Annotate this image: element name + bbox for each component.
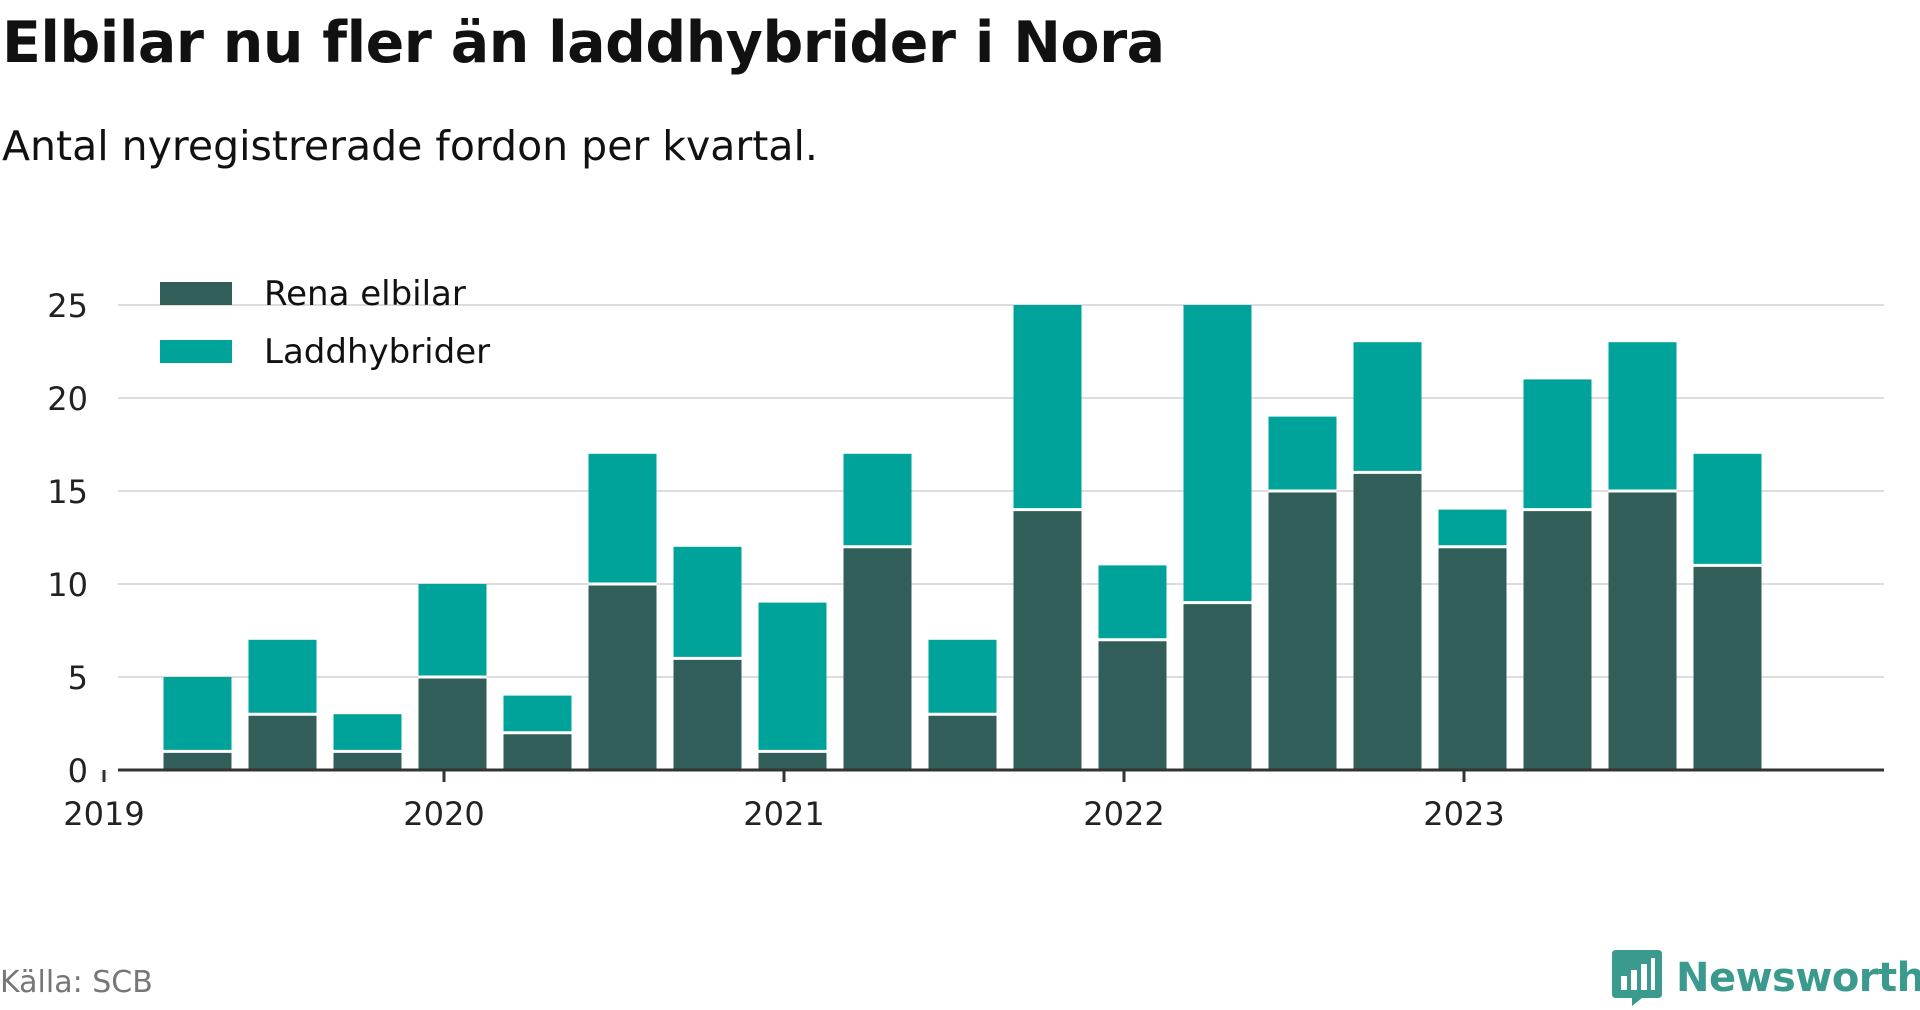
bar-rena-elbilar bbox=[1438, 546, 1507, 770]
y-tick-label: 10 bbox=[47, 566, 88, 604]
bar-laddhybrider bbox=[1608, 342, 1677, 491]
legend-swatch-rena-elbilar bbox=[160, 282, 232, 305]
chart-title: Elbilar nu fler än laddhybrider i Nora bbox=[2, 10, 1165, 76]
legend-label-laddhybrider: Laddhybrider bbox=[264, 332, 490, 372]
bar-laddhybrider bbox=[503, 695, 572, 733]
bar-laddhybrider bbox=[588, 453, 657, 584]
bar-laddhybrider bbox=[1523, 379, 1592, 510]
bar-rena-elbilar bbox=[588, 584, 657, 770]
y-tick-label: 25 bbox=[47, 287, 88, 325]
bar-rena-elbilar bbox=[1098, 639, 1167, 770]
bar-laddhybrider bbox=[928, 639, 997, 715]
x-tick-label: 2019 bbox=[63, 795, 144, 833]
bar-rena-elbilar bbox=[673, 658, 742, 770]
x-tick-label: 2022 bbox=[1083, 795, 1164, 833]
bar-rena-elbilar bbox=[418, 677, 487, 770]
bar-rena-elbilar bbox=[758, 751, 827, 770]
chart-subtitle: Antal nyregistrerade fordon per kvartal. bbox=[2, 122, 818, 170]
x-tick-label: 2023 bbox=[1423, 795, 1504, 833]
bar-laddhybrider bbox=[673, 546, 742, 659]
bar-laddhybrider bbox=[1438, 509, 1507, 547]
x-tick-label: 2020 bbox=[403, 795, 484, 833]
bar-rena-elbilar bbox=[1608, 491, 1677, 770]
x-tick-label: 2021 bbox=[743, 795, 824, 833]
y-tick-label: 15 bbox=[47, 473, 88, 511]
brand-logo: Newsworthy bbox=[1612, 950, 1920, 1006]
bar-rena-elbilar bbox=[1268, 491, 1337, 770]
bars bbox=[163, 305, 1762, 770]
legend-swatch-laddhybrider bbox=[160, 340, 232, 363]
bar-rena-elbilar bbox=[333, 751, 402, 770]
legend: Rena elbilar Laddhybrider bbox=[160, 274, 490, 372]
bar-laddhybrider bbox=[843, 453, 912, 547]
bar-laddhybrider bbox=[1098, 565, 1167, 640]
axes: 0 5 10 15 20 25 2019 2020 2021 2022 2023 bbox=[47, 287, 1884, 833]
bar-laddhybrider bbox=[418, 584, 487, 677]
bar-rena-elbilar bbox=[248, 714, 317, 770]
bar-laddhybrider bbox=[1353, 342, 1422, 473]
y-tick-label: 0 bbox=[68, 752, 88, 790]
bar-rena-elbilar bbox=[843, 546, 912, 770]
source-note: Källa: SCB bbox=[0, 965, 153, 1000]
bar-rena-elbilar bbox=[163, 751, 232, 770]
bar-rena-elbilar bbox=[928, 714, 997, 770]
bar-laddhybrider bbox=[248, 639, 317, 715]
y-tick-label: 5 bbox=[68, 659, 88, 697]
bar-rena-elbilar bbox=[1353, 472, 1422, 770]
bar-laddhybrider bbox=[1268, 416, 1337, 491]
brand-name: Newsworthy bbox=[1676, 955, 1920, 1001]
bar-laddhybrider bbox=[1013, 305, 1082, 510]
legend-label-rena-elbilar: Rena elbilar bbox=[264, 274, 466, 314]
bar-laddhybrider bbox=[333, 714, 402, 752]
bar-laddhybrider bbox=[1183, 305, 1252, 603]
bar-rena-elbilar bbox=[1693, 565, 1762, 770]
bar-laddhybrider bbox=[758, 602, 827, 752]
bar-laddhybrider bbox=[1693, 453, 1762, 566]
bar-laddhybrider bbox=[163, 677, 232, 752]
bar-rena-elbilar bbox=[503, 732, 572, 770]
bar-rena-elbilar bbox=[1013, 509, 1082, 770]
bar-rena-elbilar bbox=[1523, 509, 1592, 770]
stacked-bar-chart: 0 5 10 15 20 25 2019 2020 2021 2022 2023 Rena elbi… bbox=[47, 274, 1884, 833]
y-tick-label: 20 bbox=[47, 380, 88, 418]
newsworthy-logo-icon bbox=[1612, 950, 1662, 1006]
bar-rena-elbilar bbox=[1183, 602, 1252, 770]
